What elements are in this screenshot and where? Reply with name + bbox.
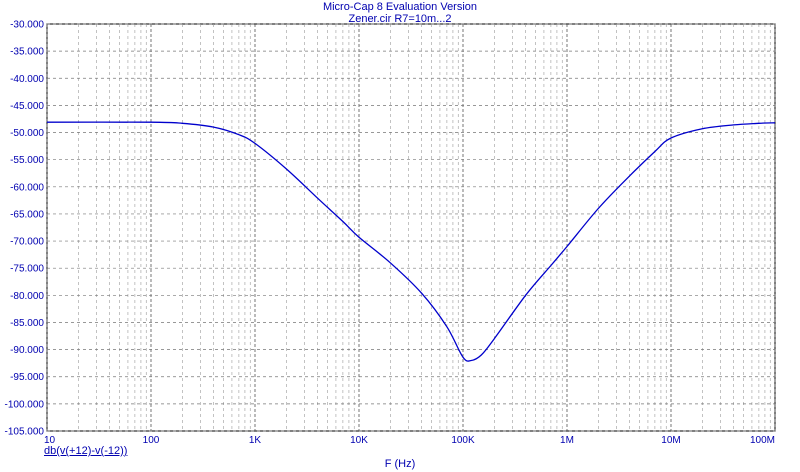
y-tick-label: -45.000 (10, 101, 44, 112)
y-tick-label: -80.000 (10, 291, 44, 302)
x-tick-label: 10K (350, 435, 368, 446)
x-tick-label: 100K (451, 435, 475, 446)
y-tick-label: -30.000 (10, 20, 44, 31)
trace-expression-label[interactable]: db(v(+12)-v(-12)) (44, 445, 128, 457)
y-tick-label: -70.000 (10, 237, 44, 248)
series-line (46, 121, 776, 362)
y-tick-label: -100.000 (5, 399, 45, 410)
x-axis-label: F (Hz) (384, 458, 416, 470)
y-tick-label: -105.000 (5, 427, 45, 438)
y-tick-label: -85.000 (10, 318, 44, 329)
y-tick-label: -35.000 (10, 47, 44, 58)
x-tick-label: 10M (661, 435, 680, 446)
y-tick-label: -55.000 (10, 155, 44, 166)
y-tick-label: -90.000 (10, 345, 44, 356)
chart-subtitle: Zener.cir R7=10m...2 (348, 13, 452, 25)
y-tick-label: -50.000 (10, 128, 44, 139)
y-tick-label: -95.000 (10, 372, 44, 383)
y-tick-label: -65.000 (10, 209, 44, 220)
chart-title: Micro-Cap 8 Evaluation Version (322, 1, 478, 13)
x-tick-label: 100M (750, 435, 775, 446)
x-tick-label: 1K (249, 435, 262, 446)
y-tick-label: -40.000 (10, 74, 44, 85)
x-tick-label: 1M (560, 435, 574, 446)
x-tick-label: 10 (44, 435, 56, 446)
y-tick-label: -75.000 (10, 264, 44, 275)
x-tick-label: 100 (143, 435, 160, 446)
y-tick-label: -60.000 (10, 182, 44, 193)
plot-frame (46, 23, 776, 432)
